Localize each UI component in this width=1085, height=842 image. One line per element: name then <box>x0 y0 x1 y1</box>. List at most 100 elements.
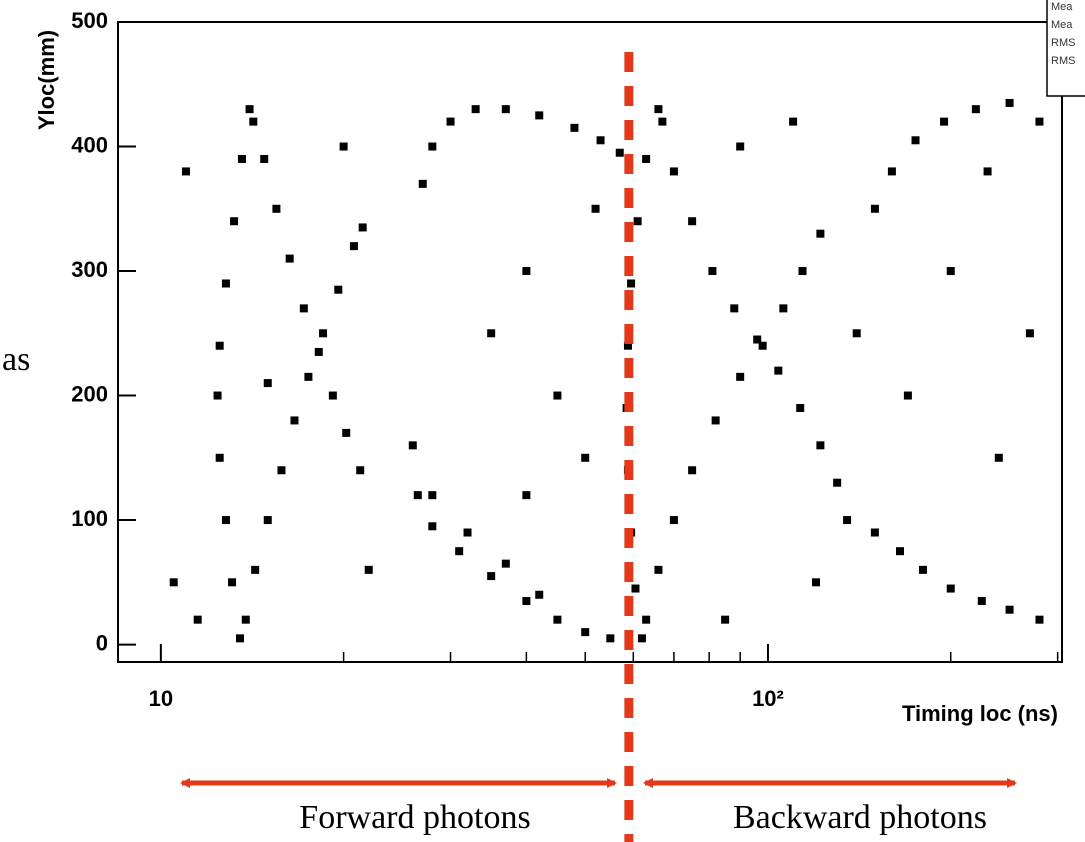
point <box>455 547 464 556</box>
point <box>522 491 531 500</box>
point <box>553 615 562 624</box>
point <box>774 366 783 375</box>
point <box>623 341 632 350</box>
point <box>221 279 230 288</box>
point <box>334 285 343 294</box>
point <box>221 516 230 525</box>
y-axis-label: Yloc(mm) <box>34 30 59 130</box>
point <box>615 148 624 157</box>
point <box>193 615 202 624</box>
point <box>356 466 365 475</box>
y-tick-label: 400 <box>71 132 108 157</box>
point <box>428 491 437 500</box>
point <box>753 335 762 344</box>
point <box>779 304 788 313</box>
point <box>263 516 272 525</box>
y-tick-label: 300 <box>71 257 108 282</box>
point <box>245 105 254 114</box>
point <box>816 229 825 238</box>
point <box>553 391 562 400</box>
point <box>669 516 678 525</box>
point <box>358 223 367 232</box>
point <box>215 453 224 462</box>
point <box>631 584 640 593</box>
point <box>870 528 879 537</box>
point <box>1035 117 1044 126</box>
point <box>633 217 642 226</box>
point <box>471 105 480 114</box>
point <box>228 578 237 587</box>
point <box>596 136 605 145</box>
point <box>911 136 920 145</box>
point <box>887 167 896 176</box>
point <box>688 217 697 226</box>
backward-label: Backward photons <box>733 799 987 836</box>
point <box>581 628 590 637</box>
point <box>349 242 358 251</box>
point <box>669 167 678 176</box>
point <box>501 105 510 114</box>
point <box>535 590 544 599</box>
point <box>428 522 437 531</box>
point <box>946 267 955 276</box>
point <box>364 565 373 574</box>
point <box>591 204 600 213</box>
point <box>711 416 720 425</box>
x-tick-label: 10² <box>752 686 784 711</box>
point <box>816 441 825 450</box>
point <box>277 466 286 475</box>
stats-box: Mea Mea RMS RMS <box>1046 0 1085 97</box>
point <box>658 117 667 126</box>
x-axis-label: Timing loc (ns) <box>902 701 1058 726</box>
point <box>339 142 348 151</box>
point <box>833 478 842 487</box>
point <box>237 154 246 163</box>
point <box>721 615 730 624</box>
point <box>522 267 531 276</box>
point <box>570 123 579 132</box>
point <box>688 466 697 475</box>
stats-label: Mea <box>1051 1 1073 13</box>
point <box>501 559 510 568</box>
point <box>522 596 531 605</box>
point <box>977 596 986 605</box>
point <box>535 111 544 120</box>
point <box>314 347 323 356</box>
point <box>413 491 422 500</box>
forward-label: Forward photons <box>299 799 530 836</box>
side-text: as <box>2 341 30 378</box>
point <box>896 547 905 556</box>
point <box>812 578 821 587</box>
stats-label: RMS <box>1051 37 1075 49</box>
point <box>249 117 258 126</box>
stats-label: RMS <box>1051 55 1075 67</box>
point <box>843 516 852 525</box>
x-tick-label: 10 <box>149 686 173 711</box>
point <box>789 117 798 126</box>
point <box>971 105 980 114</box>
point <box>627 279 636 288</box>
point <box>606 634 615 643</box>
point <box>903 391 912 400</box>
point <box>299 304 308 313</box>
point <box>304 372 313 381</box>
stats-frame <box>1046 0 1085 97</box>
point <box>654 565 663 574</box>
point <box>213 391 222 400</box>
point <box>241 615 250 624</box>
point <box>319 329 328 338</box>
point <box>1005 605 1014 614</box>
point <box>642 615 651 624</box>
point <box>581 453 590 462</box>
point <box>342 428 351 437</box>
point <box>290 416 299 425</box>
point <box>230 217 239 226</box>
point <box>637 634 646 643</box>
point <box>251 565 260 574</box>
point <box>852 329 861 338</box>
point <box>181 167 190 176</box>
point <box>446 117 455 126</box>
point <box>463 528 472 537</box>
